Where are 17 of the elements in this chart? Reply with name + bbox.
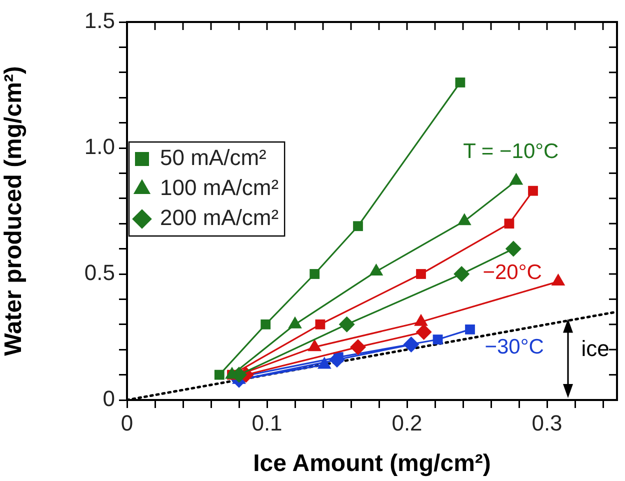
legend-label: 50 mA/cm² <box>160 145 266 170</box>
y-tick-label: 0 <box>102 386 115 412</box>
x-tick-label: 0.3 <box>532 410 562 436</box>
legend-label: 200 mA/cm² <box>160 205 279 230</box>
annotation: −20°C <box>482 260 542 284</box>
y-axis-title: Water produced (mg/cm²) <box>0 66 28 356</box>
y-tick-label: 0.5 <box>84 260 115 286</box>
x-tick-label: 0.2 <box>392 410 422 436</box>
annotation: −30°C <box>484 336 544 359</box>
legend-label: 100 mA/cm² <box>160 175 279 200</box>
annotation: ice <box>581 336 610 362</box>
x-axis-title: Ice Amount (mg/cm²) <box>253 450 491 478</box>
annotation: T = −10°C <box>463 140 559 163</box>
y-tick-label: 1.0 <box>84 134 115 160</box>
y-tick-label: 1.5 <box>84 8 115 34</box>
x-tick-label: 0 <box>120 410 134 436</box>
x-tick-label: 0.1 <box>252 410 282 436</box>
